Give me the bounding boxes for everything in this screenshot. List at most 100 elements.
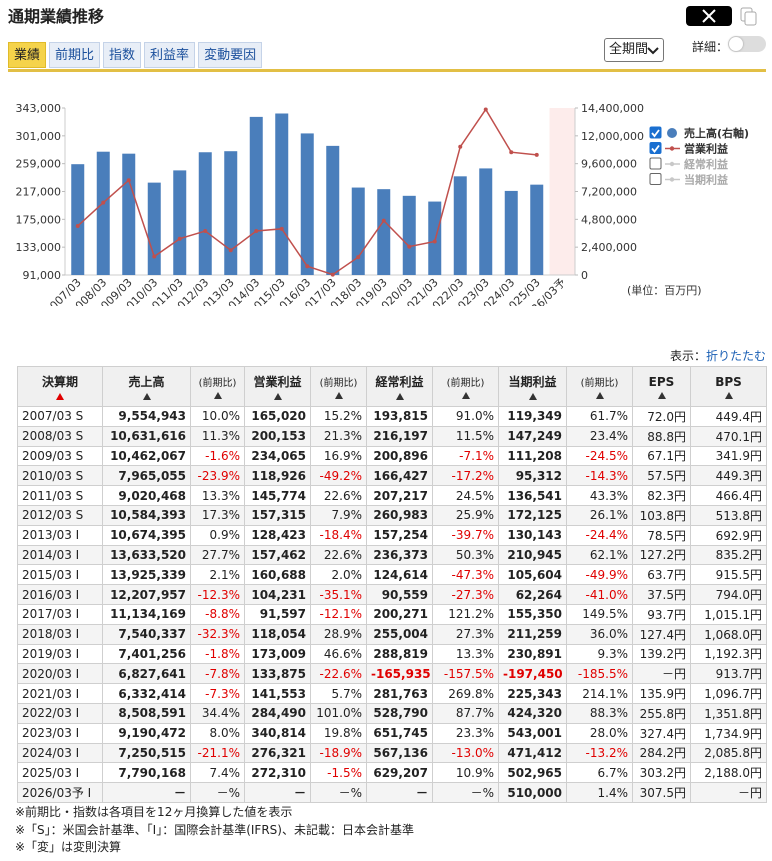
table-cell: -197,450 bbox=[498, 663, 567, 685]
table-cell: 2,188.0円 bbox=[690, 762, 767, 784]
table-cell: 230,891 bbox=[498, 643, 567, 665]
table-cell: 260,983 bbox=[366, 504, 433, 526]
sort-icon bbox=[213, 392, 222, 399]
table-cell: 2020/03 I bbox=[17, 663, 103, 685]
table-row: 2015/03 I 13,925,339 2.1% 160,688 2.0% 124,61… bbox=[17, 564, 767, 586]
table-cell: 269.8% bbox=[432, 683, 499, 704]
table-cell: 234,065 bbox=[244, 445, 311, 467]
column-header[interactable]: (前期比) bbox=[310, 366, 367, 407]
table-row: 2007/03 S 9,554,943 10.0% 165,020 15.2% 193,8… bbox=[17, 406, 767, 427]
table-cell: 6.7% bbox=[566, 762, 633, 784]
table-cell: 288,819 bbox=[366, 643, 433, 665]
table-cell: 67.1円 bbox=[632, 445, 691, 467]
column-header[interactable]: 経常利益 bbox=[366, 366, 433, 407]
tab[interactable]: 業績 bbox=[8, 42, 47, 68]
column-header[interactable]: EPS bbox=[632, 366, 691, 407]
table-cell: 21.3% bbox=[310, 425, 367, 447]
column-header-text: 営業利益 bbox=[253, 375, 302, 389]
column-header-text: (前期比) bbox=[319, 378, 358, 389]
tab[interactable]: 利益率 bbox=[144, 42, 196, 68]
share-x-button[interactable] bbox=[686, 6, 732, 26]
y-tick-label: 301,000 bbox=[16, 130, 62, 143]
table-cell: 255.8円 bbox=[632, 702, 691, 724]
chart: 91,000 133,000 175,000 217,000 259,000 301,00… bbox=[16, 102, 750, 306]
legend-checkbox[interactable] bbox=[649, 173, 662, 185]
table-cell: 149.5% bbox=[566, 603, 633, 625]
table-cell: 23.4% bbox=[566, 425, 633, 447]
tab[interactable]: 指数 bbox=[103, 42, 142, 68]
table-cell: 284.2円 bbox=[632, 742, 691, 764]
table-cell: 19.8% bbox=[310, 722, 367, 744]
table-cell: －% bbox=[432, 782, 499, 803]
table-cell: 82.3円 bbox=[632, 485, 691, 506]
table-cell: -14.3% bbox=[566, 465, 633, 487]
table-row: 2008/03 S 10,631,616 11.3% 200,153 21.3% 216,… bbox=[17, 425, 767, 447]
table-cell: 165,020 bbox=[244, 406, 311, 427]
table-cell: 9,554,943 bbox=[102, 406, 191, 427]
period-select[interactable]: 全期間 bbox=[604, 38, 664, 62]
table-cell: -12.1% bbox=[310, 603, 367, 625]
table-cell: -21.1% bbox=[190, 742, 245, 764]
y2-tick-label: 4,800,000 bbox=[581, 213, 637, 226]
table-cell: -13.0% bbox=[432, 742, 499, 764]
table-cell: 11.3% bbox=[190, 425, 245, 447]
table-cell: 2.0% bbox=[310, 564, 367, 586]
copy-button[interactable] bbox=[740, 7, 758, 27]
legend-checkbox[interactable] bbox=[649, 142, 662, 154]
table-cell: 13.3% bbox=[190, 485, 245, 506]
column-header[interactable]: (前期比) bbox=[432, 366, 499, 407]
tab[interactable]: 変動要因 bbox=[198, 42, 263, 68]
table-cell: 2025/03 I bbox=[17, 762, 103, 784]
legend-checkbox[interactable] bbox=[649, 157, 662, 170]
table-cell: 130,143 bbox=[498, 524, 567, 546]
table-cell: 22.6% bbox=[310, 485, 367, 506]
sort-icon bbox=[334, 392, 343, 399]
table-cell: 155,350 bbox=[498, 603, 567, 625]
table-cell: 692.9円 bbox=[690, 524, 767, 546]
line-marker bbox=[432, 239, 437, 244]
note: ※前期比・指数は各項目を12ヶ月換算した値を表示 bbox=[15, 805, 293, 819]
table-cell: 157,315 bbox=[244, 504, 311, 526]
note: ※「変」は変則決算 bbox=[15, 840, 122, 854]
table-cell: 2012/03 S bbox=[17, 504, 103, 526]
table-cell: 7,965,055 bbox=[102, 465, 191, 487]
collapse-link[interactable]: 折りたたむ bbox=[705, 349, 766, 363]
table-cell: 424,320 bbox=[498, 702, 567, 724]
table-cell: 95,312 bbox=[498, 465, 567, 487]
y2-tick-label: 14,400,000 bbox=[581, 102, 644, 115]
table-cell: 236,373 bbox=[366, 544, 433, 566]
legend-label: 売上高(右軸) bbox=[684, 126, 749, 140]
table-cell: 2010/03 S bbox=[17, 465, 103, 487]
y-tick-label: 175,000 bbox=[16, 213, 62, 226]
page-title: 通期業績推移 bbox=[8, 7, 105, 26]
table-row: 2022/03 I 8,508,591 34.4% 284,490 101.0% 528,… bbox=[17, 702, 767, 724]
line-marker bbox=[152, 254, 157, 259]
table-row: 2026/03予 I －－% －－% －－% 510,000 1.4% 307.5円 －円 bbox=[17, 782, 767, 803]
column-header[interactable]: 決算期 bbox=[17, 366, 103, 407]
table-cell: 7,540,337 bbox=[102, 623, 191, 645]
tab[interactable]: 前期比 bbox=[49, 42, 101, 68]
table-cell: -41.0% bbox=[566, 584, 633, 605]
table-cell: 200,153 bbox=[244, 425, 311, 447]
table-cell: 50.3% bbox=[432, 544, 499, 566]
column-header[interactable]: (前期比) bbox=[566, 366, 633, 407]
table-cell: -8.8% bbox=[190, 603, 245, 625]
table-row: 2019/03 I 7,401,256 -1.8% 173,009 46.6% 288,8… bbox=[17, 643, 767, 665]
bar bbox=[530, 184, 544, 275]
column-header[interactable]: 営業利益 bbox=[244, 366, 311, 407]
detail-toggle[interactable] bbox=[728, 36, 766, 52]
table-cell: 794.0円 bbox=[690, 584, 767, 605]
table-cell: 8,508,591 bbox=[102, 702, 191, 724]
table-cell: 0.9% bbox=[190, 524, 245, 546]
line-marker bbox=[228, 248, 233, 253]
table-row: 2025/03 I 7,790,168 7.4% 272,310 -1.5% 629,20… bbox=[17, 762, 767, 784]
y2-tick-label: 7,200,000 bbox=[581, 186, 637, 199]
line-marker bbox=[458, 144, 463, 149]
column-header[interactable]: BPS bbox=[690, 366, 767, 407]
legend-checkbox[interactable] bbox=[649, 126, 662, 139]
bar bbox=[428, 201, 442, 275]
column-header[interactable]: (前期比) bbox=[190, 366, 245, 407]
column-header[interactable]: 当期利益 bbox=[498, 366, 567, 407]
table-cell: 272,310 bbox=[244, 762, 311, 784]
column-header[interactable]: 売上高 bbox=[102, 366, 191, 407]
